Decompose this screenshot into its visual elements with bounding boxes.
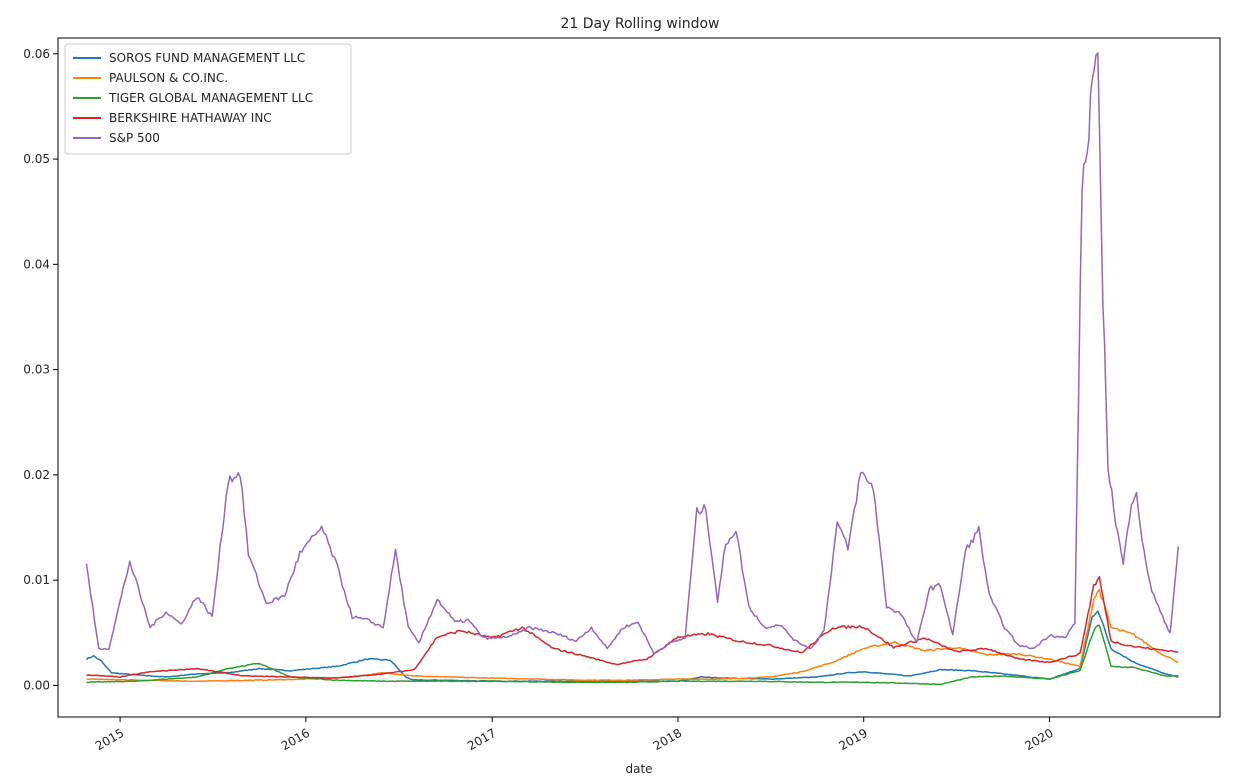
chart-title: 21 Day Rolling window — [560, 16, 719, 32]
legend-label-4: BERKSHIRE HATHAWAY INC — [109, 111, 272, 125]
plot-frame — [57, 37, 1221, 718]
y-tick-label: 0.02 — [23, 468, 50, 482]
x-axis-label: date — [625, 762, 652, 776]
legend-label-2: PAULSON & CO.INC. — [109, 71, 228, 85]
y-tick-label: 0.01 — [23, 573, 50, 587]
series-line-4 — [86, 576, 1179, 679]
y-tick-label: 0.04 — [23, 257, 50, 271]
y-tick-label: 0.05 — [23, 152, 50, 166]
series-line-3 — [86, 624, 1179, 686]
series-layer — [85, 52, 1180, 686]
y-tick-label: 0.06 — [23, 47, 50, 61]
legend-box — [64, 43, 352, 155]
legend-label-5: S&P 500 — [109, 131, 160, 145]
series-line-5 — [85, 52, 1180, 655]
y-tick-label: 0.03 — [23, 363, 50, 377]
legend-label-3: TIGER GLOBAL MANAGEMENT LLC — [108, 91, 313, 105]
legend: SOROS FUND MANAGEMENT LLC PAULSON & CO.IN… — [64, 43, 352, 155]
legend-label-1: SOROS FUND MANAGEMENT LLC — [109, 51, 305, 65]
y-tick-label: 0.00 — [23, 678, 50, 692]
series-line-2 — [86, 588, 1179, 683]
